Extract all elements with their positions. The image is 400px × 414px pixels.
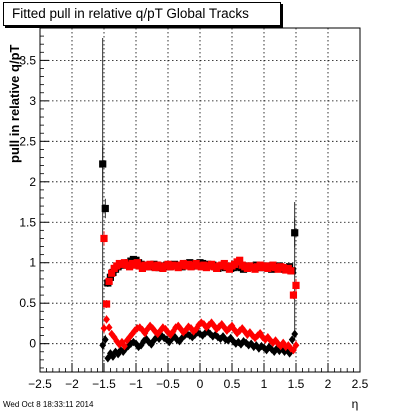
data-point-diamond (209, 332, 217, 341)
x-tick-label: −0.5 (156, 377, 180, 391)
data-point-square (108, 269, 116, 277)
x-axis-label: η (352, 397, 359, 411)
y-tick-label: 3 (29, 94, 36, 108)
data-point-square (106, 273, 114, 281)
y-tick-label: 0.5 (19, 296, 36, 310)
data-point-square (105, 277, 113, 285)
y-tick-label: 1 (29, 256, 36, 270)
data-point-diamond (240, 337, 247, 346)
data-point-square (236, 256, 244, 264)
y-tick-label: 0 (29, 337, 36, 351)
x-tick-label: 2.5 (352, 377, 369, 391)
data-point-diamond (206, 329, 214, 339)
data-point-diamond (265, 342, 273, 352)
datestamp: Wed Oct 8 18:33:11 2014 (3, 400, 94, 409)
data-point-diamond (236, 326, 244, 335)
data-point-diamond (214, 332, 222, 342)
data-point-diamond (215, 322, 223, 331)
data-point-square (287, 267, 295, 275)
data-point-square (99, 160, 107, 168)
data-point-diamond (185, 322, 192, 331)
data-point-diamond (274, 339, 282, 348)
data-point-square (289, 291, 298, 299)
data-point-diamond (181, 331, 188, 340)
y-tick-label: 1.5 (19, 215, 36, 229)
data-point-diamond (123, 336, 131, 345)
data-point-diamond (142, 334, 150, 344)
data-point-diamond (210, 321, 218, 331)
x-tick-label: 1 (261, 377, 268, 391)
data-point-diamond (145, 337, 153, 347)
data-point-diamond (269, 338, 277, 348)
data-point-diamond (217, 334, 224, 344)
data-point-diamond (177, 324, 185, 334)
data-point-square (292, 281, 300, 289)
x-tick-label: −1.5 (92, 377, 116, 391)
data-point-diamond (267, 336, 274, 345)
data-point-diamond (103, 315, 110, 324)
data-point-diamond (148, 340, 155, 349)
data-point-diamond (180, 328, 187, 337)
data-point-diamond (100, 324, 108, 333)
x-axis-ticks: −2.5 −2 −1.5 −1 −0.5 0 0.5 1 1.5 2 2.5 (28, 363, 369, 391)
data-point-diamond (291, 329, 299, 339)
y-tick-label: 2.5 (19, 134, 36, 148)
data-point-diamond (264, 332, 272, 342)
data-point-diamond (268, 345, 276, 354)
data-point-diamond (273, 344, 281, 353)
data-marks (99, 38, 300, 372)
y-tick-label: 2 (29, 175, 36, 189)
x-tick-label: 1.5 (288, 377, 305, 391)
data-point-square (100, 234, 108, 243)
series-1 (99, 327, 299, 363)
chart-title: Fitted pull in relative q/pT Global Trac… (3, 2, 281, 26)
x-tick-label: −2 (65, 377, 79, 391)
data-point-diamond (150, 336, 158, 345)
data-point-diamond (155, 334, 163, 344)
data-point-diamond (292, 341, 300, 350)
data-point-diamond (237, 340, 245, 349)
data-point-diamond (276, 346, 283, 356)
data-point-diamond (244, 330, 251, 339)
data-point-diamond (174, 321, 182, 331)
y-axis-ticks: 0 0.5 1 1.5 2 2.5 3 3.5 (19, 35, 49, 369)
data-point-diamond (208, 318, 215, 327)
data-point-diamond (261, 335, 269, 344)
data-point-diamond (242, 338, 250, 348)
data-point-diamond (263, 345, 270, 355)
data-point-diamond (101, 335, 109, 344)
series-3 (100, 315, 300, 355)
data-point-diamond (105, 323, 113, 332)
series-2 (100, 231, 300, 309)
data-point-diamond (272, 336, 279, 345)
data-point-square (291, 229, 299, 237)
data-point-diamond (250, 342, 258, 352)
x-tick-label: 0.5 (224, 377, 241, 391)
y-axis-label: pull in relative q/pT (7, 44, 22, 163)
y-tick-label: 3.5 (19, 53, 36, 67)
data-point-diamond (146, 321, 154, 331)
data-point-square (101, 204, 109, 213)
x-tick-label: 2 (325, 377, 332, 391)
data-point-diamond (99, 341, 107, 350)
data-point-diamond (121, 341, 128, 351)
x-tick-label: −1 (129, 377, 143, 391)
data-point-square (102, 300, 111, 308)
x-tick-label: 0 (197, 377, 204, 391)
x-tick-label: −2.5 (28, 377, 52, 391)
data-point-diamond (288, 335, 296, 344)
data-point-diamond (270, 347, 278, 356)
data-point-diamond (172, 323, 180, 332)
data-point-diamond (212, 330, 219, 339)
